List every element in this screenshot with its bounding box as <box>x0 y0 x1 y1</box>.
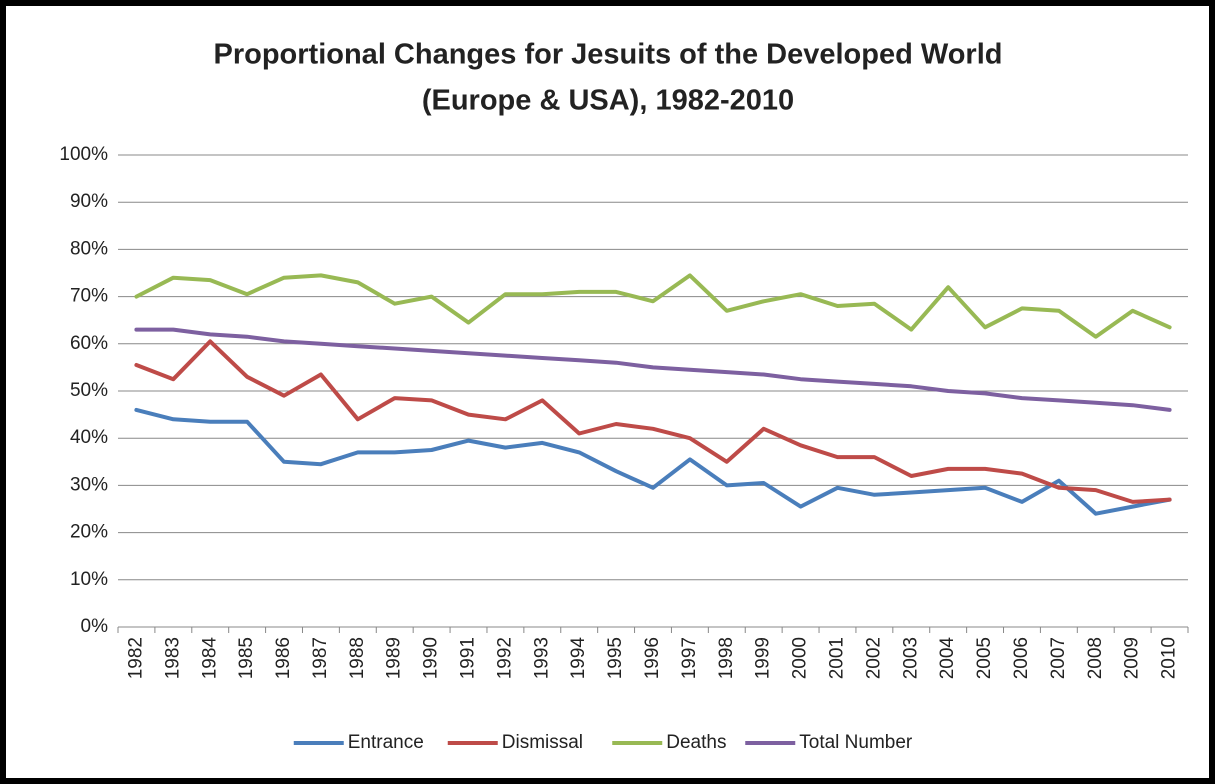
series-line <box>134 407 1172 516</box>
legend-label: Deaths <box>666 732 726 753</box>
chart-title: Proportional Changes for Jesuits of the … <box>213 39 1002 71</box>
y-tick-label: 30% <box>70 474 108 495</box>
series-line <box>134 339 1172 504</box>
x-tick-label: 2001 <box>826 637 847 679</box>
x-tick-label: 1995 <box>605 637 626 679</box>
x-tick-label: 2006 <box>1011 637 1032 679</box>
x-tick-label: 2010 <box>1159 637 1180 679</box>
legend-label: Entrance <box>348 732 424 753</box>
legend-label: Dismissal <box>502 732 583 753</box>
x-tick-label: 2003 <box>900 637 921 679</box>
x-tick-label: 1991 <box>458 637 479 679</box>
x-tick-label: 1997 <box>679 637 700 679</box>
y-tick-label: 80% <box>70 238 108 259</box>
x-tick-label: 1985 <box>236 637 257 679</box>
x-tick-label: 1994 <box>568 637 589 680</box>
x-tick-label: 2002 <box>863 637 884 679</box>
x-tick-label: 1982 <box>125 637 146 679</box>
series-line <box>134 327 1172 412</box>
x-tick-label: 1999 <box>753 637 774 679</box>
x-tick-label: 1992 <box>494 637 515 679</box>
y-tick-label: 20% <box>70 522 108 543</box>
x-tick-label: 2000 <box>790 637 811 679</box>
x-tick-label: 2009 <box>1122 637 1143 679</box>
y-tick-label: 60% <box>70 333 108 354</box>
y-tick-label: 40% <box>70 427 108 448</box>
legend-label: Total Number <box>799 732 913 753</box>
x-tick-label: 1983 <box>162 637 183 679</box>
series-line <box>134 273 1172 339</box>
y-tick-label: 70% <box>70 286 108 307</box>
x-tick-label: 1996 <box>642 637 663 679</box>
x-tick-label: 2008 <box>1085 637 1106 679</box>
x-tick-label: 1993 <box>531 637 552 679</box>
x-tick-label: 2004 <box>937 637 958 680</box>
x-tick-label: 1988 <box>347 637 368 679</box>
x-tick-label: 1998 <box>716 637 737 679</box>
y-tick-label: 50% <box>70 380 108 401</box>
y-tick-label: 100% <box>59 144 108 165</box>
y-tick-label: 0% <box>81 616 109 637</box>
x-tick-label: 1990 <box>421 637 442 679</box>
x-tick-label: 1986 <box>273 637 294 679</box>
y-tick-label: 90% <box>70 191 108 212</box>
x-tick-label: 1987 <box>310 637 331 679</box>
x-tick-label: 2005 <box>974 637 995 679</box>
x-tick-label: 1989 <box>384 637 405 679</box>
x-tick-label: 1984 <box>199 637 220 680</box>
chart-title: (Europe & USA), 1982-2010 <box>422 85 794 117</box>
x-tick-label: 2007 <box>1048 637 1069 679</box>
y-tick-label: 10% <box>70 569 108 590</box>
